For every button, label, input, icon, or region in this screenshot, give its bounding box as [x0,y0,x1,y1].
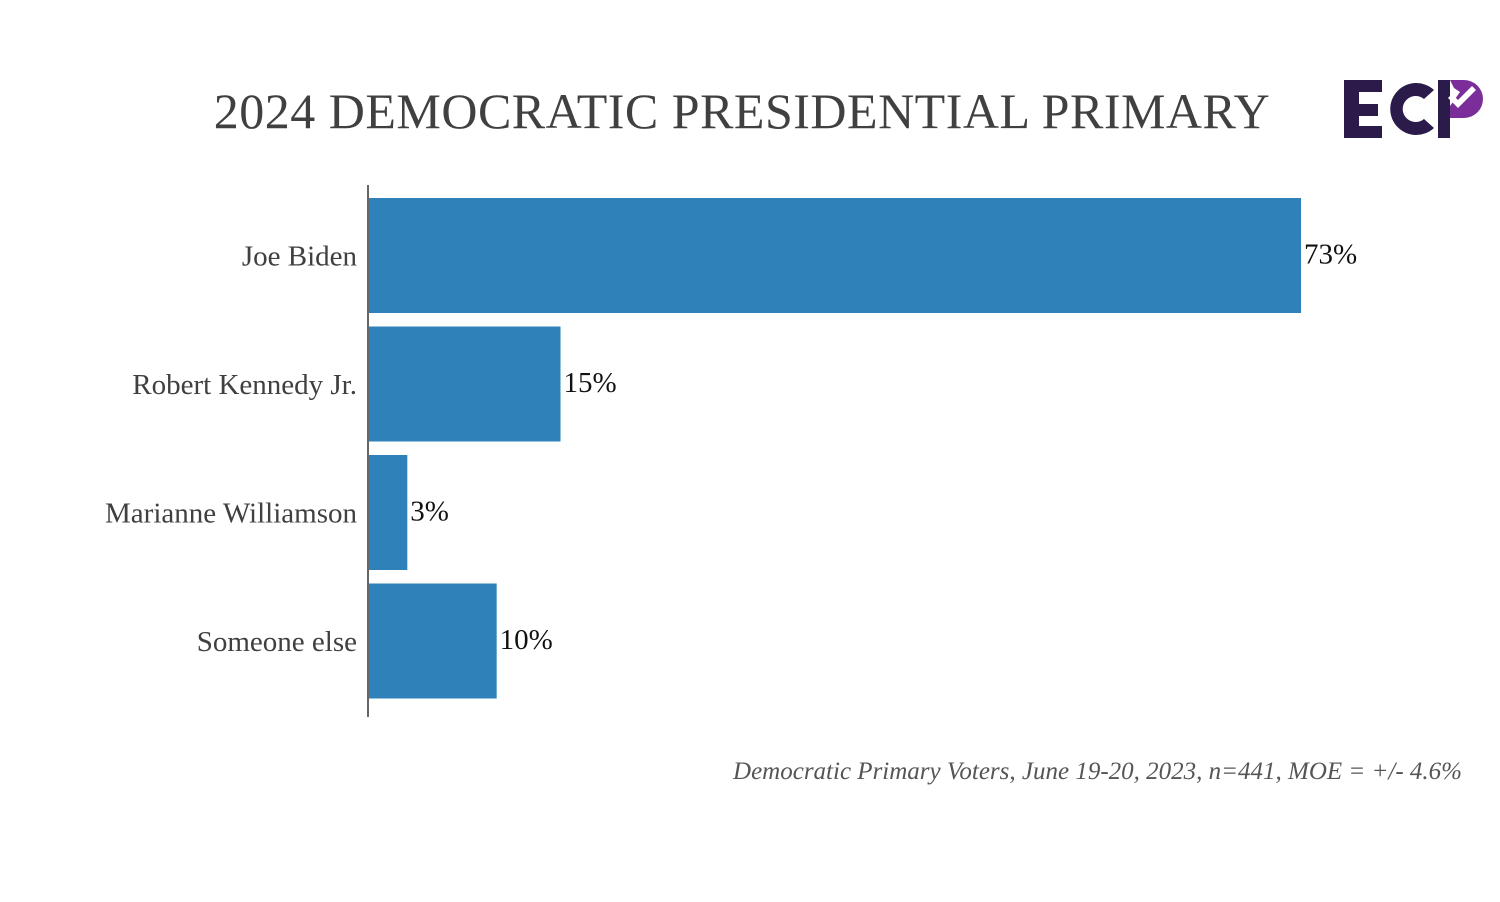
value-label: 3% [410,496,449,528]
logo-letter-c [1390,83,1434,135]
ecp-logo [1342,76,1484,147]
logo-check-cut [1448,86,1476,108]
bar-joe-biden [369,198,1301,313]
ecp-logo-mark [1344,80,1483,138]
bar-someone-else [369,583,497,699]
bar-robert-kennedy-jr [369,326,561,442]
logo-letter-e [1344,80,1382,138]
bar-marianne-williamson [369,455,408,570]
category-label: Marianne Williamson [105,498,357,530]
footnote: Democratic Primary Voters, June 19-20, 2… [733,758,1462,785]
category-label: Someone else [197,626,357,658]
value-label: 15% [564,367,617,399]
logo-letter-p [1438,80,1450,138]
value-label: 73% [1304,239,1357,271]
value-label: 10% [500,624,553,656]
category-label: Joe Biden [242,241,358,273]
chart-title: 2024 DEMOCRATIC PRESIDENTIAL PRIMARY [213,83,1271,139]
category-label: Robert Kennedy Jr. [132,369,357,401]
